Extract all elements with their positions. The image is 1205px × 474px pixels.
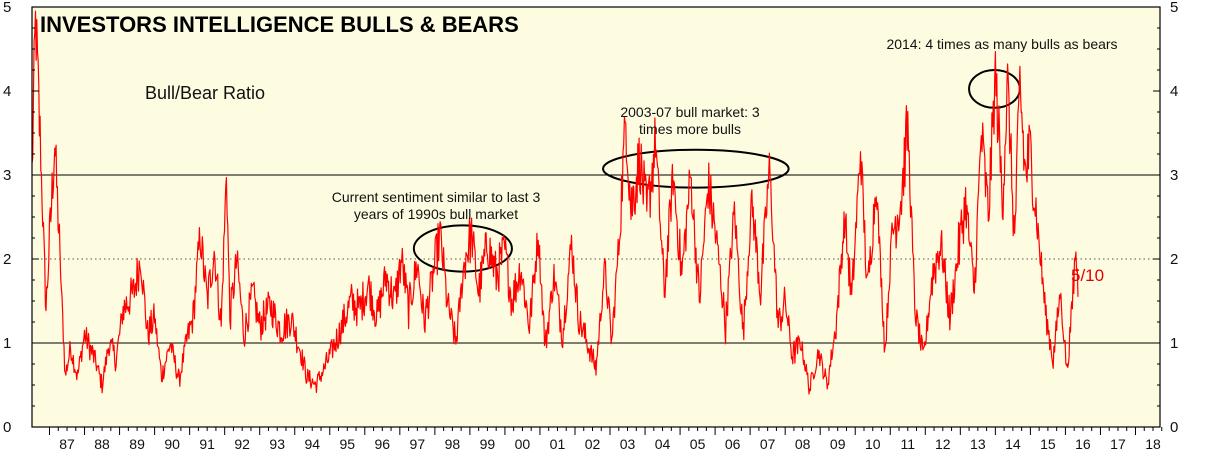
x-tick-label-14: 14 [1005, 436, 1021, 452]
x-tick-label-96: 96 [375, 436, 391, 452]
last-value-label: 5/10 [1071, 266, 1104, 285]
right-y-tick-label: 3 [1170, 167, 1178, 184]
x-tick-label-93: 93 [269, 436, 285, 452]
plot-area [32, 7, 1160, 427]
annotation-1990s-line-2: years of 1990s bull market [354, 206, 518, 222]
annotation-1990s-line-1: Current sentiment similar to last 3 [332, 189, 541, 205]
x-tick-label-13: 13 [970, 436, 986, 452]
right-y-tick-label: 2 [1170, 251, 1178, 268]
x-tick-label-06: 06 [725, 436, 741, 452]
x-tick-label-99: 99 [480, 436, 496, 452]
x-tick-label-15: 15 [1040, 436, 1056, 452]
x-tick-label-00: 00 [515, 436, 531, 452]
right-y-axis: 0 1 2 3 4 5 [1153, 0, 1178, 436]
annotation-2003-07-line-1: 2003-07 bull market: 3 [620, 104, 760, 120]
x-tick-label-87: 87 [59, 436, 75, 452]
x-tick-label-97: 97 [410, 436, 426, 452]
x-tick-label-90: 90 [164, 436, 180, 452]
left-y-tick-label: 1 [3, 335, 11, 352]
highlight-ellipse-2 [602, 148, 790, 189]
x-tick-label-98: 98 [445, 436, 461, 452]
x-tick-label-95: 95 [339, 436, 355, 452]
bull-bear-ratio-line [31, 10, 1079, 395]
x-axis: 87 88 89 90 91 92 93 94 95 96 97 98 99 00 01 02 03 04 05 06… [49, 427, 1163, 452]
x-tick-label-12: 12 [935, 436, 951, 452]
x-tick-label-89: 89 [129, 436, 145, 452]
left-y-tick-label: 5 [3, 0, 11, 16]
x-tick-label-16: 16 [1075, 436, 1091, 452]
x-tick-label-91: 91 [199, 436, 215, 452]
x-tick-label-09: 09 [830, 436, 846, 452]
annotation-2014-line-1: 2014: 4 times as many bulls as bears [886, 36, 1117, 52]
x-tick-label-07: 07 [760, 436, 776, 452]
x-tick-label-10: 10 [865, 436, 881, 452]
left-y-tick-label: 4 [3, 83, 11, 100]
right-y-tick-label: 0 [1170, 419, 1178, 436]
right-y-tick-label: 4 [1170, 83, 1178, 100]
x-tick-label-18: 18 [1145, 436, 1161, 452]
left-y-tick-label: 2 [3, 251, 11, 268]
x-tick-label-88: 88 [94, 436, 110, 452]
x-tick-label-03: 03 [620, 436, 636, 452]
right-y-tick-label: 1 [1170, 335, 1178, 352]
x-tick-label-02: 02 [585, 436, 601, 452]
left-y-axis: 0 1 2 3 4 5 [3, 0, 39, 436]
x-tick-label-01: 01 [550, 436, 566, 452]
annotation-2003-07-line-2: times more bulls [639, 121, 741, 137]
gridlines [32, 174, 1160, 344]
x-tick-label-08: 08 [795, 436, 811, 452]
x-tick-label-94: 94 [304, 436, 320, 452]
left-y-tick-label: 3 [3, 167, 11, 184]
left-y-tick-label: 0 [3, 419, 11, 436]
x-tick-label-11: 11 [901, 436, 916, 452]
chart-title: INVESTORS INTELLIGENCE BULLS & BEARS [40, 12, 519, 37]
x-tick-label-04: 04 [655, 436, 671, 452]
x-tick-label-17: 17 [1110, 436, 1126, 452]
chart-subtitle: Bull/Bear Ratio [145, 83, 265, 103]
x-tick-label-92: 92 [234, 436, 250, 452]
x-tick-label-05: 05 [690, 436, 706, 452]
right-y-tick-label: 5 [1170, 0, 1178, 16]
